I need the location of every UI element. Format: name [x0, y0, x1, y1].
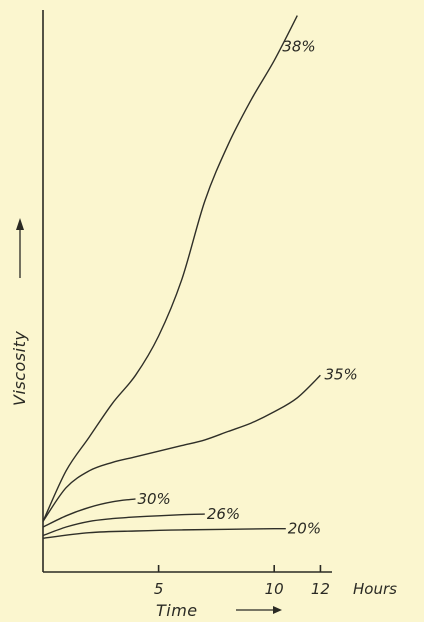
series-label-35: 35% — [324, 365, 357, 383]
x-unit-label: Hours — [353, 580, 397, 598]
series-line-26 — [42, 513, 205, 537]
y-axis-arrow — [16, 218, 24, 278]
series-labels: 38% 35% 30% 26% 20% — [137, 38, 357, 538]
x-axis-title: Time — [156, 601, 198, 620]
series-label-38: 38% — [282, 38, 315, 56]
x-tick-label-12: 12 — [311, 580, 330, 598]
series-line-38 — [42, 15, 298, 522]
x-tick-label-10: 10 — [265, 580, 284, 598]
x-axis-arrow — [236, 606, 282, 614]
series-line-30 — [42, 498, 136, 528]
series-label-30: 30% — [137, 490, 170, 508]
series-label-26: 26% — [207, 505, 240, 523]
x-ticks: 5 10 12 — [154, 565, 330, 598]
series-line-35 — [42, 374, 321, 522]
curves — [42, 15, 321, 539]
y-axis-title: Viscosity — [10, 331, 29, 406]
series-label-20: 20% — [288, 520, 321, 538]
series-line-20 — [42, 527, 286, 539]
x-tick-label-5: 5 — [154, 580, 164, 598]
